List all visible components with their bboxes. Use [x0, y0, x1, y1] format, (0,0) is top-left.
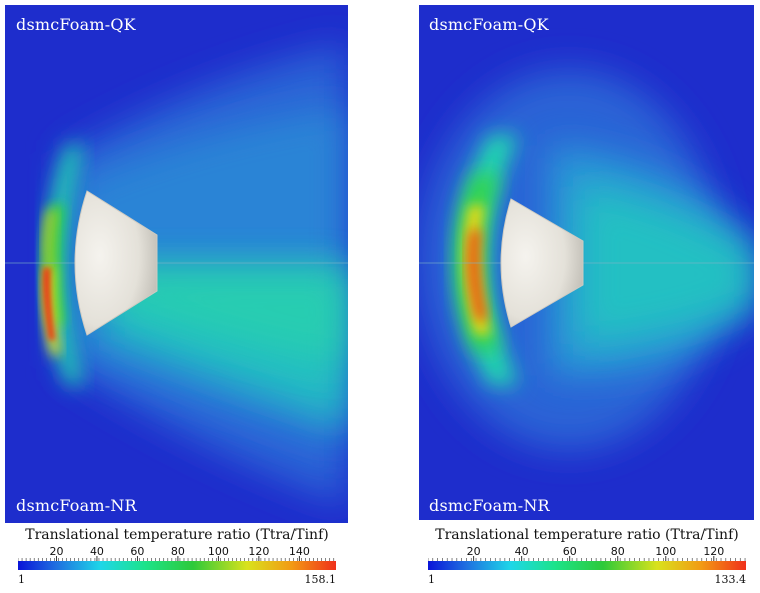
right-colorbar: Translational temperature ratio (Ttra/Ti…	[428, 527, 746, 587]
right-colorbar-tick-label: 60	[563, 545, 577, 558]
left-colorbar-tick-label: 60	[130, 545, 144, 558]
right-colorbar-min: 1	[428, 573, 435, 586]
right-colorbar-tick-label: 80	[611, 545, 625, 558]
left-shock-upper-yellow	[43, 210, 57, 267]
left-colorbar-title: Translational temperature ratio (Ttra/Ti…	[25, 527, 329, 543]
left-colorbar-tick-label: 20	[49, 545, 63, 558]
right-flow-field-render	[419, 5, 754, 520]
right-bottom-label: dsmcFoam-NR	[429, 496, 550, 515]
left-colorbar-gradient	[18, 561, 336, 570]
left-top-label: dsmcFoam-QK	[16, 15, 136, 34]
left-colorbar-tick-label: 120	[248, 545, 269, 558]
right-colorbar-tick-label: 120	[703, 545, 724, 558]
right-colorbar-title: Translational temperature ratio (Ttra/Ti…	[435, 527, 739, 543]
left-shock-red	[42, 267, 55, 340]
right-colorbar-tick-label: 100	[655, 545, 676, 558]
left-flow-field-render	[5, 5, 348, 523]
left-colorbar-max: 158.1	[304, 573, 337, 586]
right-flow-field: dsmcFoam-QK dsmcFoam-NR	[419, 5, 754, 520]
left-colorbar-tick-label: 140	[289, 545, 310, 558]
right-colorbar-tick-label: 20	[467, 545, 481, 558]
right-capsule	[500, 198, 584, 328]
right-colorbar-gradient	[428, 561, 746, 570]
left-bottom-label: dsmcFoam-NR	[16, 496, 137, 515]
right-top-label: dsmcFoam-QK	[429, 15, 549, 34]
left-colorbar-tick-label: 100	[208, 545, 229, 558]
left-capsule	[74, 190, 158, 336]
right-colorbar-scale: 20 40 60 80 100 120	[428, 545, 746, 570]
right-colorbar-tick-label: 40	[515, 545, 529, 558]
left-colorbar-scale: 20 40 60 80 100 120 140	[18, 545, 336, 570]
right-shock-red	[468, 230, 487, 320]
left-wake-lower-core	[115, 267, 348, 365]
left-colorbar-tick-label: 40	[90, 545, 104, 558]
left-colorbar-min: 1	[18, 573, 25, 586]
right-colorbar-max: 133.4	[714, 573, 747, 586]
right-wake-inner	[579, 185, 754, 345]
left-flow-field: dsmcFoam-QK dsmcFoam-NR	[5, 5, 348, 523]
left-colorbar: Translational temperature ratio (Ttra/Ti…	[18, 527, 336, 587]
left-colorbar-tick-label: 80	[171, 545, 185, 558]
